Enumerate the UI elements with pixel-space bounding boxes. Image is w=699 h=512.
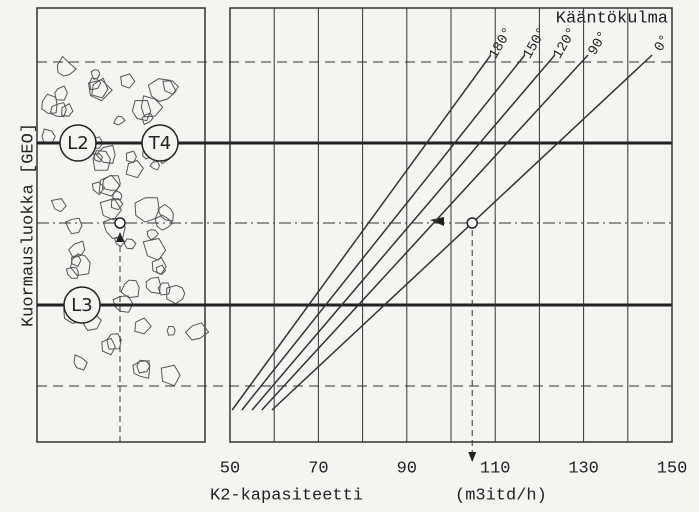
- reading-point: [466, 217, 478, 229]
- start-point: [114, 217, 126, 229]
- class-panel: [36, 7, 206, 443]
- rock: [120, 279, 140, 299]
- rock: [162, 80, 179, 95]
- legend-label: 120°: [550, 25, 581, 62]
- rock: [155, 264, 167, 276]
- rock: [184, 322, 210, 341]
- rock: [56, 55, 77, 77]
- x-tick-label: 150: [657, 459, 688, 478]
- rock: [157, 282, 171, 296]
- rock: [54, 85, 68, 101]
- legend-label: 150°: [520, 25, 551, 62]
- arrow-head: [116, 232, 124, 242]
- angle-line: [271, 54, 653, 411]
- rock: [106, 333, 122, 350]
- angle-line: [261, 54, 589, 411]
- rock: [90, 69, 101, 80]
- rock: [65, 266, 79, 279]
- x-tick-label: 50: [220, 459, 240, 478]
- rock: [123, 238, 137, 250]
- rock: [112, 295, 134, 313]
- rock: [141, 112, 154, 126]
- rock: [91, 181, 106, 196]
- rock: [146, 229, 159, 241]
- rock: [41, 128, 56, 145]
- rock: [149, 160, 161, 171]
- x-tick-label: 90: [397, 459, 417, 478]
- rock: [160, 364, 181, 387]
- arrow-head: [468, 452, 477, 462]
- rock: [93, 153, 104, 163]
- rock: [113, 115, 126, 126]
- rock: [147, 78, 177, 102]
- rock: [140, 95, 164, 118]
- x-axis-label: K2-kapasiteetti: [210, 486, 363, 505]
- rock: [98, 174, 121, 197]
- rock: [151, 257, 167, 275]
- class-label: L3: [71, 295, 92, 316]
- rock: [49, 102, 67, 118]
- rock: [99, 197, 123, 221]
- rock: [101, 337, 116, 356]
- x-tick-label: 70: [308, 459, 328, 478]
- rock: [68, 240, 86, 259]
- rock: [65, 217, 83, 235]
- rock: [61, 103, 74, 117]
- rock: [132, 360, 151, 379]
- class-label: T4: [148, 133, 171, 154]
- rock: [95, 144, 116, 164]
- y-axis-label: Kuormausluokka [GEO]: [19, 123, 38, 327]
- rock: [142, 237, 167, 261]
- rock: [166, 284, 186, 305]
- arrow-head: [430, 217, 444, 226]
- rock: [110, 197, 124, 211]
- rock: [134, 197, 160, 223]
- class-label: L2: [67, 133, 88, 154]
- rock: [120, 73, 136, 89]
- x-tick-label: 110: [480, 459, 511, 478]
- x-tick-label: 130: [568, 459, 599, 478]
- rock: [134, 317, 152, 335]
- class-badge: [59, 124, 97, 162]
- x-axis-unit: (m3itd/h): [455, 486, 547, 505]
- angle-line: [251, 54, 556, 411]
- rock: [131, 99, 152, 122]
- rock: [112, 190, 123, 201]
- rock: [73, 354, 88, 371]
- rock: [92, 150, 111, 171]
- rock: [87, 79, 113, 102]
- rock: [50, 198, 67, 213]
- legend-label: 180°: [486, 25, 517, 62]
- rock: [71, 254, 82, 268]
- rock: [41, 93, 58, 114]
- angle-line: [231, 54, 492, 411]
- legend-label: 0°: [652, 32, 674, 55]
- class-badge: [63, 286, 101, 324]
- class-badge: [141, 124, 179, 162]
- rock: [145, 276, 161, 295]
- rock: [166, 325, 176, 336]
- rock: [89, 77, 102, 91]
- legend-label: 90°: [585, 28, 611, 58]
- rock: [125, 150, 137, 164]
- rock: [125, 159, 144, 179]
- rock: [157, 203, 174, 222]
- angle-line: [241, 54, 526, 411]
- legend-title: Kääntökulma: [556, 9, 668, 28]
